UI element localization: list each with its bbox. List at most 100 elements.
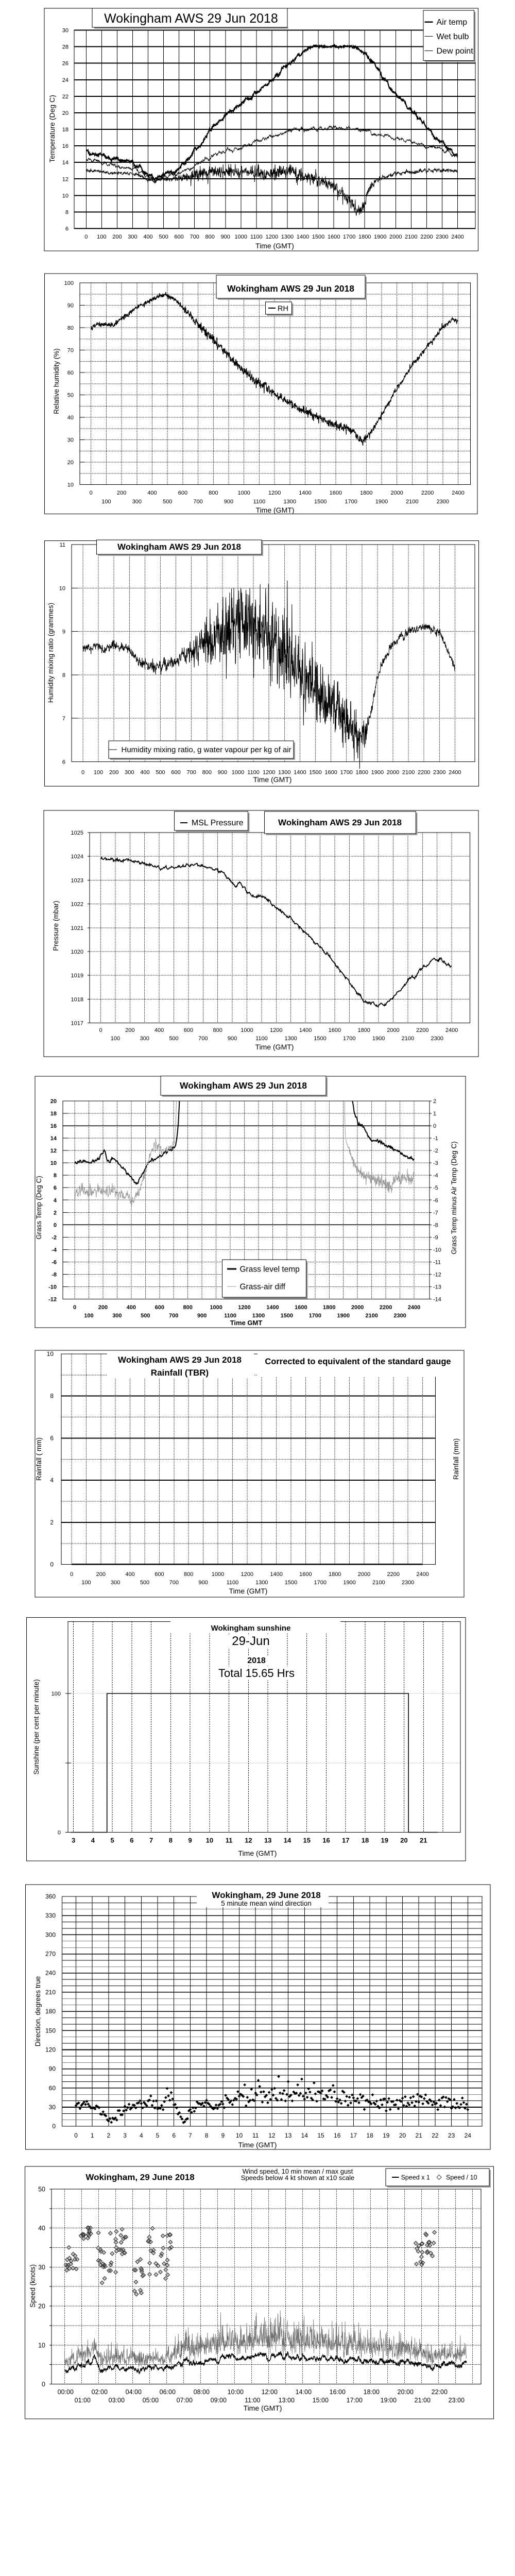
svg-text:1200: 1200: [268, 490, 281, 496]
svg-text:10: 10: [236, 2132, 243, 2139]
svg-text:60: 60: [67, 370, 74, 376]
svg-text:6: 6: [172, 2132, 176, 2139]
svg-text:1017: 1017: [71, 1021, 83, 1027]
svg-text:10: 10: [67, 482, 74, 488]
svg-text:Time (GMT): Time (GMT): [229, 1587, 268, 1595]
svg-text:2100: 2100: [365, 1313, 377, 1319]
svg-text:100: 100: [81, 1580, 91, 1586]
svg-text:40: 40: [38, 2225, 45, 2232]
svg-text:2000: 2000: [387, 770, 399, 776]
svg-text:2400: 2400: [445, 1027, 458, 1033]
svg-text:18: 18: [362, 1837, 369, 1844]
svg-text:-3: -3: [433, 1160, 438, 1166]
svg-text:1100: 1100: [255, 1036, 268, 1042]
svg-text:120: 120: [45, 2046, 56, 2053]
svg-text:Rainfall (TBR): Rainfall (TBR): [151, 1368, 209, 1378]
svg-text:Speed (knots): Speed (knots): [29, 2264, 37, 2308]
svg-text:2200: 2200: [380, 1304, 392, 1311]
svg-text:1900: 1900: [375, 499, 388, 505]
svg-text:700: 700: [193, 499, 202, 505]
svg-text:2: 2: [54, 1210, 57, 1216]
svg-text:20: 20: [399, 2132, 406, 2139]
svg-text:100: 100: [111, 1036, 120, 1042]
svg-text:900: 900: [218, 770, 227, 776]
svg-text:800: 800: [183, 1304, 193, 1311]
svg-text:1500: 1500: [312, 234, 324, 240]
svg-text:1025: 1025: [71, 830, 83, 836]
svg-text:16: 16: [322, 1837, 330, 1844]
svg-text:1500: 1500: [281, 1313, 293, 1319]
svg-text:0: 0: [52, 2123, 56, 2130]
svg-text:6: 6: [62, 759, 65, 766]
svg-text:1900: 1900: [371, 770, 384, 776]
svg-text:400: 400: [125, 1571, 134, 1578]
svg-text:500: 500: [140, 1580, 149, 1586]
svg-text:1300: 1300: [255, 1580, 268, 1586]
svg-text:700: 700: [169, 1580, 179, 1586]
svg-text:210: 210: [45, 1989, 56, 1996]
svg-text:1100: 1100: [227, 1580, 239, 1586]
svg-text:2400: 2400: [416, 1571, 428, 1578]
svg-text:2400: 2400: [449, 770, 461, 776]
svg-text:2300: 2300: [431, 1036, 443, 1042]
svg-text:13: 13: [264, 1837, 271, 1844]
svg-text:2: 2: [107, 2132, 111, 2139]
svg-text:16: 16: [62, 143, 68, 149]
svg-text:-13: -13: [433, 1284, 441, 1290]
svg-text:17:00: 17:00: [347, 2397, 363, 2404]
svg-text:1021: 1021: [71, 925, 83, 931]
svg-text:1700: 1700: [340, 770, 352, 776]
svg-text:24: 24: [465, 2132, 472, 2139]
svg-text:1200: 1200: [266, 234, 278, 240]
svg-text:2200: 2200: [421, 490, 434, 496]
svg-text:Wokingham AWS 29 Jun 2018: Wokingham AWS 29 Jun 2018: [117, 542, 241, 552]
svg-text:1000: 1000: [210, 1304, 222, 1311]
svg-text:1800: 1800: [360, 490, 372, 496]
svg-text:1400: 1400: [299, 1027, 312, 1033]
svg-text:21: 21: [416, 2132, 423, 2139]
svg-text:-9: -9: [433, 1234, 438, 1241]
svg-text:Grass level temp: Grass level temp: [240, 1265, 300, 1274]
svg-text:Wokingham sunshine: Wokingham sunshine: [211, 1624, 291, 1633]
svg-text:100: 100: [84, 1313, 93, 1319]
svg-text:8: 8: [62, 672, 65, 679]
svg-text:4: 4: [140, 2132, 143, 2139]
svg-text:2300: 2300: [437, 499, 449, 505]
svg-text:1200: 1200: [238, 1304, 250, 1311]
svg-text:1900: 1900: [343, 1580, 355, 1586]
svg-text:18: 18: [366, 2132, 373, 2139]
svg-text:Time (GMT): Time (GMT): [238, 1849, 277, 1857]
svg-text:Rainfall ( mm): Rainfall ( mm): [35, 1437, 43, 1481]
svg-text:30: 30: [38, 2264, 45, 2271]
svg-text:900: 900: [221, 234, 230, 240]
svg-text:100: 100: [101, 499, 111, 505]
svg-text:800: 800: [202, 770, 212, 776]
svg-text:02:00: 02:00: [92, 2388, 108, 2396]
svg-text:-7: -7: [433, 1210, 438, 1216]
svg-text:400: 400: [143, 234, 152, 240]
svg-text:23:00: 23:00: [449, 2397, 465, 2404]
svg-text:17: 17: [350, 2132, 357, 2139]
svg-text:1900: 1900: [337, 1313, 349, 1319]
svg-text:0: 0: [42, 2381, 45, 2388]
svg-text:2400: 2400: [451, 234, 464, 240]
svg-text:1600: 1600: [295, 1304, 307, 1311]
svg-text:Time (GMT): Time (GMT): [256, 506, 295, 514]
svg-text:5 minute mean wind direction: 5 minute mean wind direction: [221, 1900, 312, 1907]
svg-text:5: 5: [111, 1837, 114, 1844]
svg-text:800: 800: [209, 490, 218, 496]
svg-text:1100: 1100: [247, 770, 260, 776]
svg-text:200: 200: [98, 1304, 108, 1311]
svg-text:Humidity mixing ratio (grammes: Humidity mixing ratio (grammes): [47, 603, 55, 703]
svg-text:-10: -10: [48, 1284, 57, 1290]
svg-text:15:00: 15:00: [313, 2397, 329, 2404]
svg-text:19: 19: [383, 2132, 390, 2139]
svg-text:10: 10: [206, 1837, 213, 1844]
svg-text:4: 4: [54, 1197, 57, 1204]
svg-text:3: 3: [72, 1837, 75, 1844]
svg-text:200: 200: [112, 234, 122, 240]
svg-text:20: 20: [38, 2303, 45, 2310]
svg-text:6: 6: [54, 1185, 57, 1191]
svg-text:300: 300: [128, 234, 137, 240]
svg-text:100: 100: [52, 1691, 61, 1697]
